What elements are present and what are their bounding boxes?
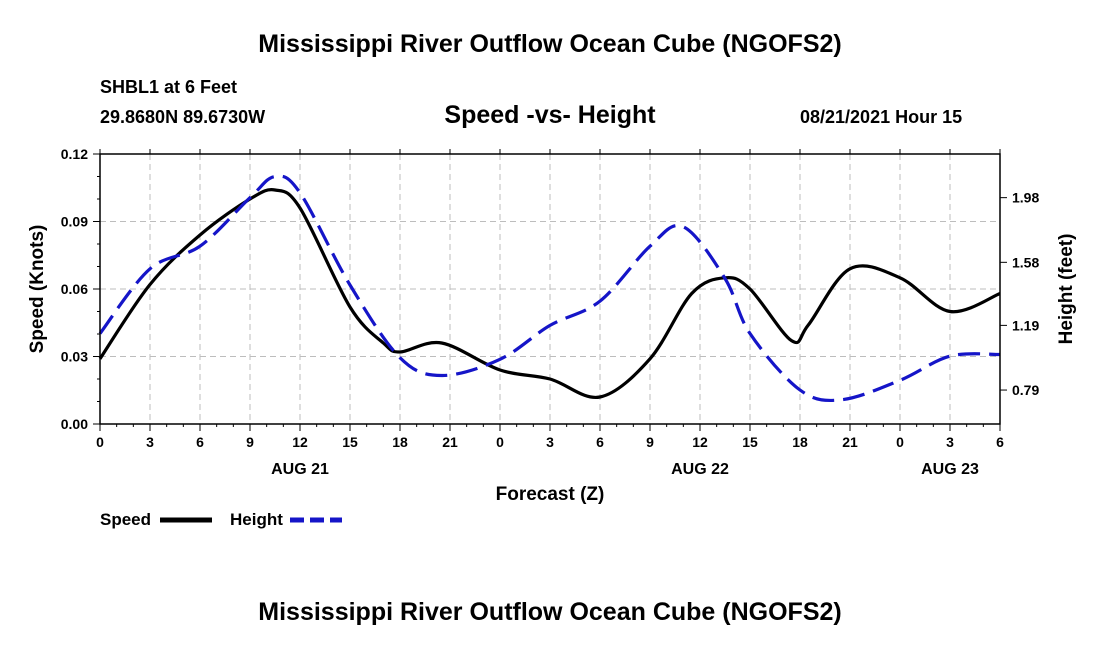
station-label: SHBL1 at 6 Feet <box>100 77 238 97</box>
x-tick-label: 6 <box>596 434 604 450</box>
main-title: Mississippi River Outflow Ocean Cube (NG… <box>258 30 842 58</box>
y-tick-label: 0.00 <box>61 416 88 432</box>
y2-tick-label: 1.19 <box>1012 317 1039 333</box>
x-tick-label: 6 <box>196 434 204 450</box>
x-tick-label: 9 <box>246 434 254 450</box>
x-tick-label: 18 <box>792 434 808 450</box>
y2-tick-label: 0.79 <box>1012 382 1039 398</box>
x-tick-label: 3 <box>946 434 954 450</box>
x-tick-label: 6 <box>996 434 1004 450</box>
x-tick-label: 21 <box>442 434 458 450</box>
y-tick-label: 0.12 <box>61 146 88 162</box>
x-axis-label: Forecast (Z) <box>496 484 605 505</box>
x-day-label: AUG 22 <box>671 461 729 478</box>
y-tick-label: 0.09 <box>61 214 88 230</box>
x-tick-label: 9 <box>646 434 654 450</box>
legend-height-label: Height <box>230 510 283 529</box>
series-line-speed <box>98 188 1001 399</box>
x-tick-label: 0 <box>496 434 504 450</box>
coordinates-label: 29.8680N 89.6730W <box>100 107 266 127</box>
x-tick-label: 15 <box>342 434 358 450</box>
legend-speed-label: Speed <box>100 510 152 529</box>
x-tick-label: 0 <box>96 434 104 450</box>
y2-tick-label: 1.98 <box>1012 190 1039 206</box>
footer-title: Mississippi River Outflow Ocean Cube (NG… <box>258 598 842 626</box>
chart-subtitle: Speed -vs- Height <box>444 101 656 129</box>
x-tick-label: 18 <box>392 434 408 450</box>
series-line-height <box>98 174 1001 403</box>
grid <box>100 154 1000 424</box>
x-day-label: AUG 23 <box>921 461 979 478</box>
x-tick-label: 3 <box>146 434 154 450</box>
x-tick-label: 3 <box>546 434 554 450</box>
y2-axis-label: Height (feet) <box>1056 234 1077 345</box>
y-tick-label: 0.03 <box>61 349 88 365</box>
x-tick-label: 15 <box>742 434 758 450</box>
x-day-label: AUG 21 <box>271 461 329 478</box>
y-axis-label: Speed (Knots) <box>27 225 48 354</box>
forecast-datetime: 08/21/2021 Hour 15 <box>800 107 963 127</box>
x-tick-label: 12 <box>292 434 308 450</box>
y-tick-label: 0.06 <box>61 281 88 297</box>
x-tick-label: 0 <box>896 434 904 450</box>
y2-tick-label: 1.58 <box>1012 254 1039 270</box>
axes-group: 0 3 6 9 12 15 18 21 0 3 6 9 12 15 18 21 0 3 6 AUG 21 AUG 22 A… <box>61 146 1040 478</box>
x-tick-label: 12 <box>692 434 708 450</box>
series-group <box>98 174 1001 403</box>
x-tick-label: 21 <box>842 434 858 450</box>
